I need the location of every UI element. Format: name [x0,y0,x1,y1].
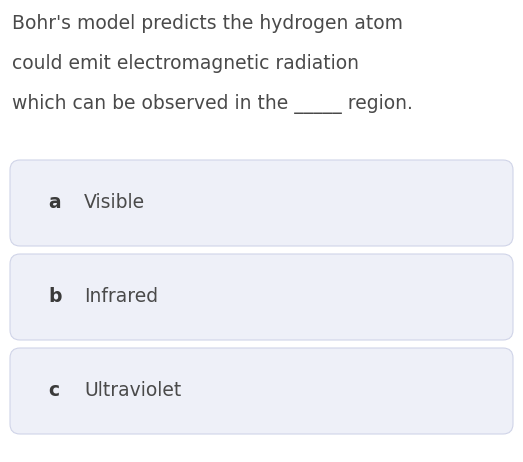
Text: Bohr's model predicts the hydrogen atom: Bohr's model predicts the hydrogen atom [12,14,403,33]
FancyBboxPatch shape [10,160,513,246]
Text: b: b [48,287,62,306]
Text: Infrared: Infrared [84,287,158,306]
Text: c: c [48,382,59,401]
Text: could emit electromagnetic radiation: could emit electromagnetic radiation [12,54,359,73]
FancyBboxPatch shape [10,348,513,434]
FancyBboxPatch shape [10,254,513,340]
Text: which can be observed in the _____ region.: which can be observed in the _____ regio… [12,94,413,114]
Text: Ultraviolet: Ultraviolet [84,382,181,401]
Text: a: a [48,194,61,213]
Text: Visible: Visible [84,194,145,213]
